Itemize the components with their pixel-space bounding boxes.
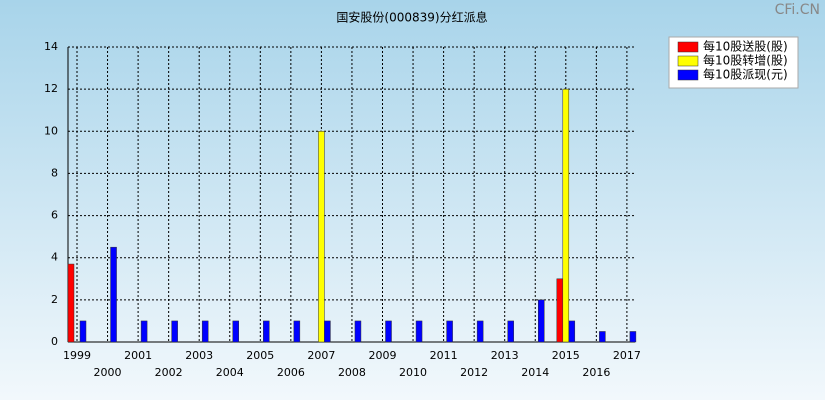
bar — [415, 320, 423, 343]
x-tick-label: 2017 — [613, 349, 641, 362]
bar — [232, 320, 239, 343]
bar — [446, 320, 453, 343]
bar — [629, 331, 637, 343]
x-tick-label: 2008 — [338, 366, 366, 379]
y-tick-label: 6 — [51, 209, 58, 222]
bar — [324, 320, 331, 343]
x-tick-label: 2007 — [307, 349, 335, 362]
x-tick-label: 2014 — [521, 366, 549, 379]
bar — [354, 320, 362, 343]
bar — [140, 320, 148, 343]
y-tick-label: 4 — [51, 251, 58, 264]
x-tick-label: 2001 — [124, 349, 152, 362]
x-tick-label: 2016 — [582, 366, 610, 379]
watermark: CFi.CN — [775, 2, 820, 18]
x-tick-label: 2010 — [399, 366, 427, 379]
legend-label: 每10股送股(股) — [703, 39, 788, 54]
bar — [318, 131, 325, 343]
legend-swatch — [677, 41, 699, 53]
x-tick-label: 2005 — [246, 349, 274, 362]
bar — [293, 320, 301, 343]
x-tick-label: 2003 — [185, 349, 213, 362]
bar — [476, 320, 484, 343]
x-tick-label: 1999 — [63, 349, 91, 362]
bar — [568, 320, 576, 343]
y-tick-label: 12 — [44, 82, 58, 95]
bar — [79, 320, 87, 343]
bar — [385, 320, 392, 343]
x-tick-label: 2009 — [369, 349, 397, 362]
x-tick-label: 2000 — [94, 366, 122, 379]
x-tick-label: 2013 — [491, 349, 519, 362]
y-tick-label: 10 — [44, 124, 58, 137]
x-tick-label: 2015 — [552, 349, 580, 362]
bar — [263, 320, 270, 343]
legend-swatch — [677, 69, 699, 81]
y-tick-label: 8 — [51, 166, 58, 179]
legend-label: 每10股派现(元) — [703, 67, 788, 82]
x-tick-label: 2006 — [277, 366, 305, 379]
bar — [171, 320, 178, 343]
bar — [507, 320, 514, 343]
x-tick-label: 2011 — [430, 349, 458, 362]
bar — [538, 299, 545, 343]
y-tick-label: 14 — [44, 40, 58, 53]
y-tick-label: 0 — [51, 335, 58, 348]
bar — [67, 263, 75, 343]
bar — [201, 320, 209, 343]
bar — [562, 88, 570, 343]
bar — [599, 331, 606, 343]
x-tick-label: 2004 — [216, 366, 244, 379]
chart-title: 国安股份(000839)分红派息 — [336, 10, 487, 25]
y-tick-label: 2 — [51, 293, 58, 306]
bar — [110, 246, 117, 343]
legend-label: 每10股转增(股) — [703, 53, 788, 68]
x-tick-label: 2002 — [155, 366, 183, 379]
x-tick-label: 2012 — [460, 366, 488, 379]
legend-swatch — [677, 55, 699, 67]
bar — [556, 278, 564, 343]
